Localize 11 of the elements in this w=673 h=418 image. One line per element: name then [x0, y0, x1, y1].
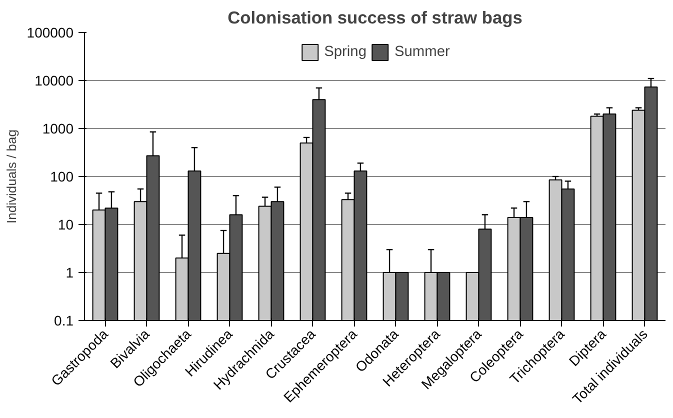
y-tick-label: 100000 — [26, 24, 74, 40]
y-tick-label: 0.1 — [54, 312, 74, 328]
y-tick-label: 10 — [58, 216, 74, 232]
y-tick-label: 10000 — [34, 72, 74, 88]
y-tick-label: 100 — [50, 168, 74, 184]
y-axis-title: Individuals / bag — [4, 130, 19, 224]
legend-label: Spring — [324, 44, 366, 60]
chart-title: Colonisation success of straw bags — [228, 8, 522, 28]
legend-label: Summer — [394, 44, 450, 60]
y-tick-label: 1000 — [42, 120, 74, 136]
y-tick-label: 1 — [66, 264, 74, 280]
